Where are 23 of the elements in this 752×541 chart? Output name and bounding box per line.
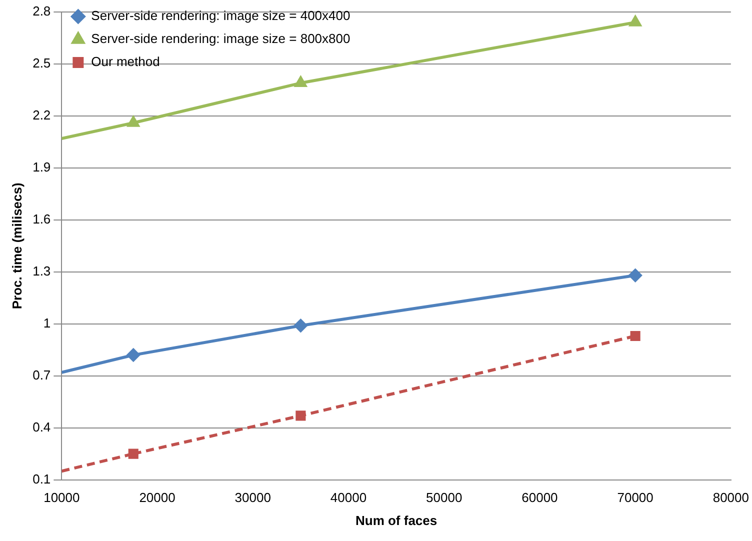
y-tick-label: 0.4 — [32, 419, 51, 434]
x-tick-label: 30000 — [234, 490, 271, 506]
y-tick-label: 0.1 — [32, 471, 51, 486]
legend-label: Server-side rendering: image size = 800x800 — [91, 31, 350, 46]
y-axis-title: Proc. time (milisecs) — [9, 182, 24, 310]
x-tick-label: 40000 — [330, 490, 367, 506]
y-tick-label: 0.7 — [32, 367, 51, 382]
y-tick-label: 1.6 — [32, 211, 51, 226]
x-tick-label: 50000 — [426, 490, 462, 506]
x-tick-label: 60000 — [522, 490, 558, 506]
legend-label: Our method — [91, 54, 160, 70]
y-tick-label: 2.5 — [32, 56, 51, 71]
x-axis-title: Num of faces — [355, 512, 438, 528]
y-tick-label: 1 — [43, 315, 51, 330]
x-tick-label: 70000 — [617, 490, 654, 506]
y-tick-label: 2.2 — [32, 108, 51, 123]
x-tick-label: 80000 — [712, 490, 750, 506]
y-tick-label: 1.3 — [32, 263, 51, 278]
y-tick-label: 1.9 — [32, 160, 51, 175]
x-tick-label: 20000 — [139, 490, 176, 506]
y-tick-label: 2.8 — [32, 4, 51, 19]
x-tick-label: 10000 — [44, 490, 80, 506]
legend-label: Server-side rendering: image size = 400x400 — [91, 8, 350, 24]
